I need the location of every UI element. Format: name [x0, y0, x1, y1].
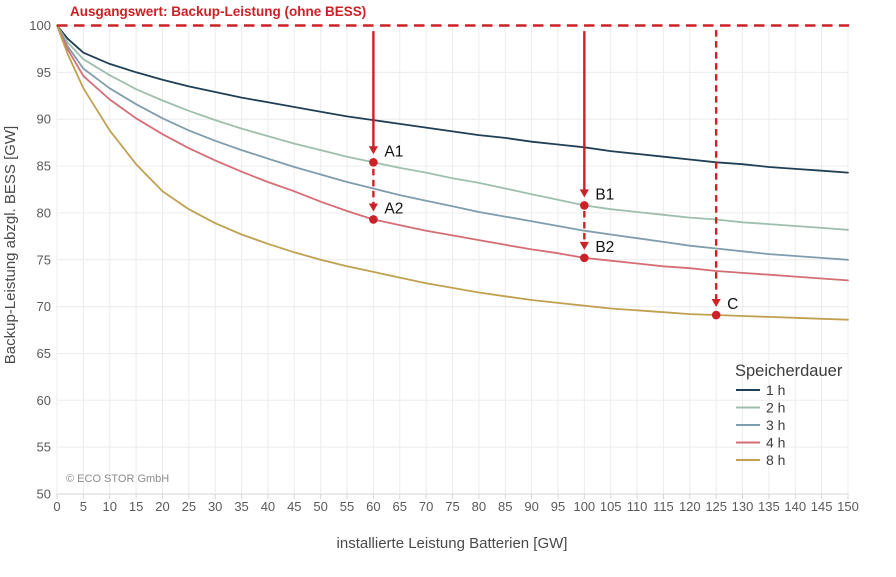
legend-label-8h: 8 h — [766, 452, 785, 468]
baseline-label: Ausgangswert: Backup-Leistung (ohne BESS… — [70, 4, 366, 19]
y-tick-label: 70 — [37, 299, 51, 314]
legend-item-2h[interactable]: 2 h — [736, 400, 785, 416]
x-tick-label: 30 — [208, 499, 222, 514]
x-tick-label: 25 — [182, 499, 196, 514]
x-tick-label: 80 — [472, 499, 486, 514]
legend-item-1h[interactable]: 1 h — [736, 382, 785, 398]
x-tick-label: 100 — [573, 499, 595, 514]
copyright-note: © ECO STOR GmbH — [66, 473, 169, 485]
annotation-dot-B1 — [580, 201, 589, 210]
x-tick-label: 70 — [419, 499, 433, 514]
y-tick-label: 85 — [37, 159, 51, 174]
series-line-8h — [56, 24, 849, 321]
legend-label-3h: 3 h — [766, 417, 785, 433]
series-lines — [56, 24, 849, 321]
x-tick-label: 120 — [679, 499, 701, 514]
annotation-arrowhead-C — [711, 299, 721, 308]
x-tick-label: 135 — [758, 499, 780, 514]
annotation-dot-A1 — [369, 158, 378, 167]
y-tick-label: 60 — [37, 393, 51, 408]
legend-item-3h[interactable]: 3 h — [736, 417, 785, 433]
x-tick-label: 145 — [811, 499, 833, 514]
y-tick-label: 80 — [37, 205, 51, 220]
series-line-3h — [56, 24, 849, 261]
annotation-label-B2: B2 — [595, 239, 614, 256]
x-tick-label: 125 — [705, 499, 727, 514]
series-line-4h — [56, 24, 849, 282]
annotation-arrowhead-B2 — [579, 241, 589, 250]
x-tick-label: 90 — [524, 499, 538, 514]
y-tick-label: 50 — [37, 487, 51, 502]
annotation-label-B1: B1 — [595, 186, 614, 203]
x-tick-label: 35 — [234, 499, 248, 514]
x-tick-label: 15 — [129, 499, 143, 514]
y-axis-title: Backup-Leistung abzgl. BESS [GW] — [2, 126, 19, 364]
annotation-label-C: C — [727, 296, 738, 313]
x-tick-label: 10 — [102, 499, 116, 514]
gridlines — [56, 25, 849, 495]
legend: 1 h 2 h3 h 4 h8 h — [736, 382, 785, 468]
x-tick-label: 75 — [445, 499, 459, 514]
x-tick-label: 150 — [837, 499, 859, 514]
annotation-label-A2: A2 — [384, 200, 403, 217]
annotation-dot-B2 — [580, 253, 589, 263]
y-tick-label: 95 — [37, 65, 51, 80]
x-axis-title: installierte Leistung Batterien [GW] — [337, 535, 568, 552]
annotation-arrowhead-B1 — [579, 189, 589, 198]
x-tick-label: 40 — [261, 499, 275, 514]
annotation-label-A1: A1 — [384, 143, 403, 160]
legend-label-4h: 4 h — [766, 435, 785, 451]
legend-label-1h: 1 h — [766, 382, 785, 398]
x-tick-label: 130 — [732, 499, 754, 514]
x-tick-label: 110 — [627, 499, 648, 514]
x-tick-label: 5 — [80, 499, 87, 514]
x-tick-label: 20 — [155, 499, 169, 514]
annotation-dot-A2 — [369, 215, 378, 224]
legend-item-8h[interactable]: 8 h — [736, 452, 785, 468]
y-tick-label: 90 — [37, 112, 51, 127]
legend-item-4h[interactable]: 4 h — [736, 435, 785, 451]
annotation-arrowhead-A1 — [368, 146, 378, 155]
x-tick-label: 140 — [784, 499, 806, 514]
x-tick-label: 55 — [340, 499, 354, 514]
x-tick-label: 115 — [653, 499, 674, 514]
y-tick-label: 55 — [37, 440, 51, 455]
x-tick-label: 45 — [287, 499, 301, 514]
x-tick-label: 65 — [393, 499, 407, 514]
series-line-1h — [56, 24, 849, 174]
x-tick-label: 0 — [53, 499, 60, 514]
x-tick-label: 105 — [600, 499, 622, 514]
x-tick-label: 85 — [498, 499, 512, 514]
y-tick-label: 65 — [37, 346, 51, 361]
annotations: A1 A2 B1 B2 C — [368, 30, 738, 320]
axes: 0 5 10 15 20 25 30 35 40 45 50 55 60 65 70 75 80 85 90 95 10… — [29, 18, 859, 514]
x-tick-label: 95 — [551, 499, 565, 514]
series-line-2h — [56, 24, 849, 231]
x-tick-label: 50 — [313, 499, 327, 514]
y-tick-label: 100 — [29, 18, 51, 33]
annotation-dot-C — [711, 310, 721, 320]
x-tick-label: 60 — [366, 499, 380, 514]
annotation-arrowhead-A2 — [368, 203, 378, 212]
legend-title: Speicherdauer — [735, 362, 843, 380]
y-tick-label: 75 — [37, 252, 51, 267]
legend-label-2h: 2 h — [766, 400, 785, 416]
